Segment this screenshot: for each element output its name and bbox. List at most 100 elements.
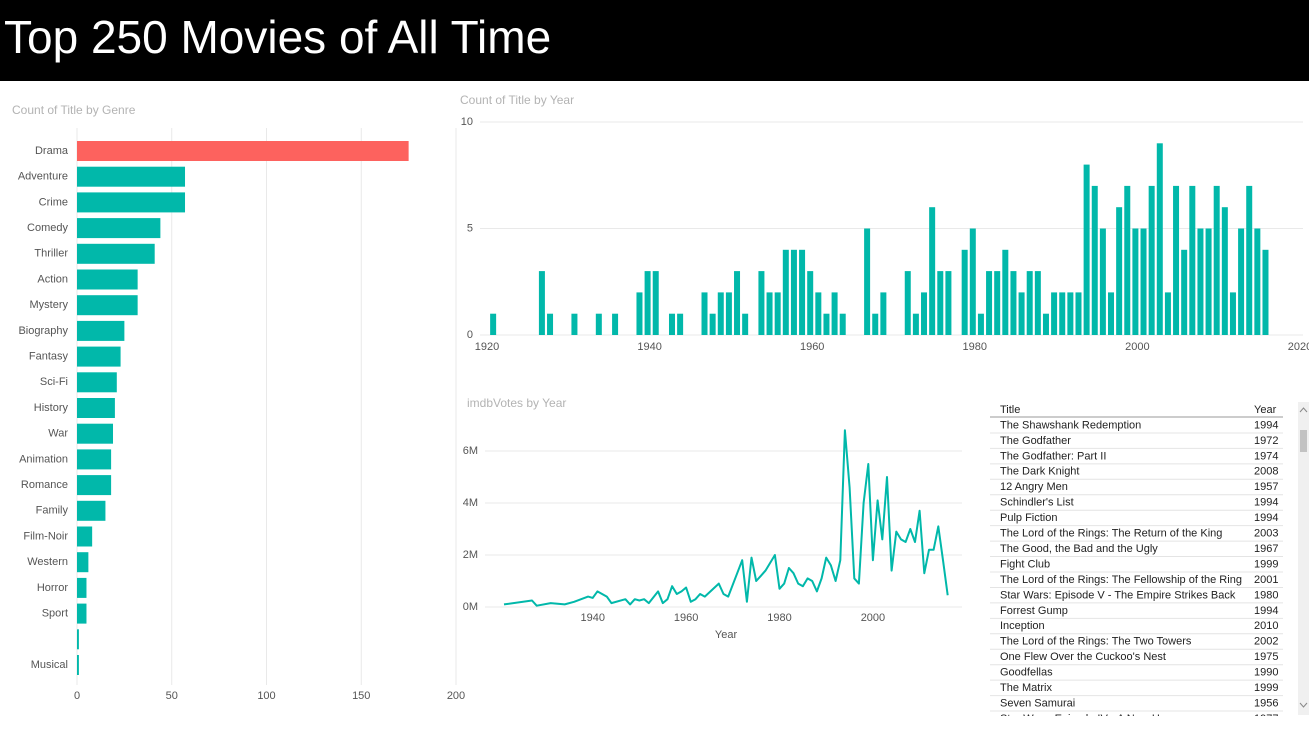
y-tick-label: 2M <box>463 549 478 561</box>
bar <box>1262 249 1269 335</box>
cell: 1999 <box>1254 558 1278 570</box>
x-tick-label: 1960 <box>674 612 698 624</box>
cell: 1994 <box>1254 605 1278 617</box>
y-tick-label: Adventure <box>18 171 68 183</box>
cell: 2008 <box>1254 466 1278 478</box>
y-tick-label: Biography <box>18 325 68 337</box>
cell: Seven Samurai <box>1000 697 1075 709</box>
cell: 1957 <box>1254 481 1278 493</box>
cell: 1977 <box>1254 713 1278 725</box>
bar <box>921 292 928 335</box>
bar <box>994 271 1001 335</box>
y-tick-label: Action <box>37 273 68 285</box>
bar <box>1229 292 1236 335</box>
bar <box>612 313 619 335</box>
bar <box>1173 185 1180 335</box>
bar <box>734 271 741 335</box>
line <box>503 429 949 607</box>
bar <box>1099 228 1106 335</box>
y-tick-label: 5 <box>467 222 473 234</box>
y-tick-label: Fantasy <box>29 351 69 363</box>
bar <box>929 207 936 335</box>
cell: The Good, the Bad and the Ugly <box>1000 543 1158 555</box>
y-tick-label: 10 <box>461 116 473 128</box>
scroll-down[interactable] <box>1299 702 1308 708</box>
x-tick-label: 2000 <box>861 612 885 624</box>
cell: 1956 <box>1254 697 1278 709</box>
bar <box>1148 185 1155 335</box>
bar <box>1026 271 1033 335</box>
cell: Fight Club <box>1000 558 1050 570</box>
cell: 2003 <box>1254 528 1278 540</box>
chart-title: Count of Title by Genre <box>12 103 136 117</box>
bar <box>77 192 186 213</box>
bar <box>677 313 684 335</box>
bar <box>709 313 716 335</box>
bar <box>77 346 121 367</box>
bar <box>1221 207 1228 335</box>
bar <box>986 271 993 335</box>
cell: The Shawshank Redemption <box>1000 419 1141 431</box>
bar <box>1164 292 1171 335</box>
y-tick-label: Sport <box>42 608 68 620</box>
bar <box>1067 292 1074 335</box>
bar <box>77 449 112 470</box>
bar <box>864 228 871 335</box>
x-tick-label: 1960 <box>800 341 824 353</box>
y-tick-label: 0M <box>463 601 478 613</box>
bar <box>815 292 822 335</box>
cell: 1999 <box>1254 682 1278 694</box>
y-tick-label: Romance <box>21 479 68 491</box>
bar <box>538 271 545 335</box>
scroll-up[interactable] <box>1299 407 1308 413</box>
cell: 1994 <box>1254 512 1278 524</box>
cell: The Lord of the Rings: The Two Towers <box>1000 636 1192 648</box>
bar <box>1091 185 1098 335</box>
x-tick-label: 1940 <box>580 612 604 624</box>
bar <box>668 313 675 335</box>
y-tick-label: Comedy <box>27 222 68 234</box>
header-bar <box>0 0 1309 81</box>
bar <box>774 292 781 335</box>
x-tick-label: 200 <box>447 690 465 702</box>
column-header: Title <box>1000 404 1020 416</box>
y-tick-label: Family <box>36 505 69 517</box>
cell: Forrest Gump <box>1000 605 1068 617</box>
x-tick-label: 50 <box>166 690 178 702</box>
scrollbar-thumb[interactable] <box>1300 430 1307 452</box>
cell: 1994 <box>1254 419 1278 431</box>
bar <box>652 271 659 335</box>
bar <box>977 313 984 335</box>
bar <box>937 271 944 335</box>
x-tick-label: 1980 <box>963 341 987 353</box>
x-tick-label: 1980 <box>767 612 791 624</box>
scrollbar[interactable] <box>1298 402 1309 715</box>
bar <box>77 526 93 547</box>
y-tick-label: Drama <box>35 145 69 157</box>
bar <box>77 141 409 161</box>
bar <box>1010 271 1017 335</box>
cell: Inception <box>1000 620 1045 632</box>
bar <box>1246 185 1253 335</box>
cell: 1967 <box>1254 543 1278 555</box>
chart-title: imdbVotes by Year <box>467 396 566 410</box>
cell: 1994 <box>1254 497 1278 509</box>
cell: 1990 <box>1254 667 1278 679</box>
bar <box>766 292 773 335</box>
bar <box>880 292 887 335</box>
y-tick-label: War <box>48 428 68 440</box>
bar <box>77 577 87 598</box>
cell: The Godfather <box>1000 435 1071 447</box>
bar <box>945 271 952 335</box>
bar <box>831 292 838 335</box>
bar <box>77 500 106 521</box>
bar <box>77 372 117 393</box>
cell: The Matrix <box>1000 682 1052 694</box>
bar <box>782 249 789 335</box>
bar <box>77 166 186 187</box>
bar <box>1254 228 1261 335</box>
bar <box>77 603 87 624</box>
bar <box>701 292 708 335</box>
bar <box>77 423 114 444</box>
